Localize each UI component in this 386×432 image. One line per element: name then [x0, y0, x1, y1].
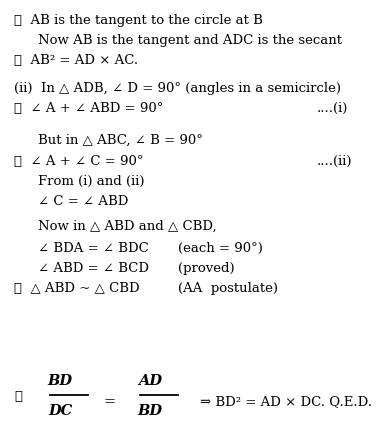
- Text: ....(ii): ....(ii): [317, 155, 352, 168]
- Text: ⇒ BD² = AD × DC. Q.E.D.: ⇒ BD² = AD × DC. Q.E.D.: [200, 395, 372, 408]
- Text: ∴  AB² = AD × AC.: ∴ AB² = AD × AC.: [14, 54, 138, 67]
- Text: Now in △ ABD and △ CBD,: Now in △ ABD and △ CBD,: [38, 220, 217, 233]
- Text: ∠ ABD = ∠ BCD: ∠ ABD = ∠ BCD: [38, 262, 149, 275]
- Text: But in △ ABC, ∠ B = 90°: But in △ ABC, ∠ B = 90°: [38, 134, 203, 147]
- Text: BD: BD: [137, 404, 163, 418]
- Text: ∴  △ ABD ~ △ CBD: ∴ △ ABD ~ △ CBD: [14, 282, 140, 295]
- Text: (ii)  In △ ADB, ∠ D = 90° (angles in a semicircle): (ii) In △ ADB, ∠ D = 90° (angles in a se…: [14, 82, 341, 95]
- Text: BD: BD: [47, 374, 73, 388]
- Text: (AA  postulate): (AA postulate): [178, 282, 278, 295]
- Text: ∠ C = ∠ ABD: ∠ C = ∠ ABD: [38, 195, 129, 208]
- Text: ....(i): ....(i): [317, 102, 349, 115]
- Text: DC: DC: [48, 404, 72, 418]
- Text: ∴  ∠ A + ∠ C = 90°: ∴ ∠ A + ∠ C = 90°: [14, 155, 144, 168]
- Text: =: =: [104, 395, 116, 409]
- Text: From (i) and (ii): From (i) and (ii): [38, 175, 144, 188]
- Text: ∴: ∴: [14, 390, 22, 403]
- Text: (proved): (proved): [178, 262, 235, 275]
- Text: (each = 90°): (each = 90°): [178, 242, 263, 255]
- Text: ∴  AB is the tangent to the circle at B: ∴ AB is the tangent to the circle at B: [14, 14, 263, 27]
- Text: ∴  ∠ A + ∠ ABD = 90°: ∴ ∠ A + ∠ ABD = 90°: [14, 102, 163, 115]
- Text: AD: AD: [138, 374, 162, 388]
- Text: ∠ BDA = ∠ BDC: ∠ BDA = ∠ BDC: [38, 242, 149, 255]
- Text: Now AB is the tangent and ADC is the secant: Now AB is the tangent and ADC is the sec…: [38, 34, 342, 47]
